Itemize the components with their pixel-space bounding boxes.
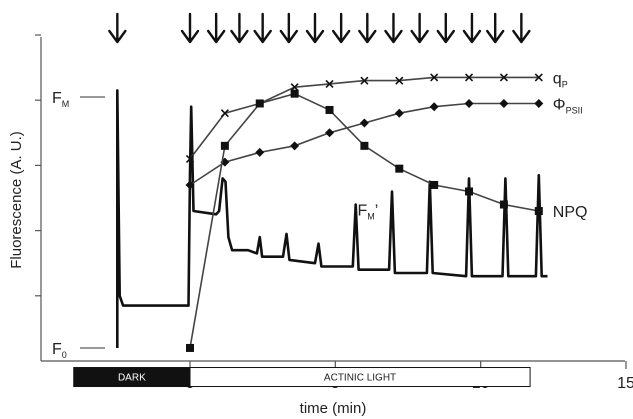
data-point-diamond bbox=[290, 141, 300, 151]
down-arrow-icon bbox=[108, 12, 127, 44]
fm-prime-mark: ’ bbox=[375, 203, 379, 220]
down-arrow-icon bbox=[253, 12, 272, 44]
data-point-square bbox=[395, 164, 404, 173]
series-label-main: q bbox=[553, 70, 562, 87]
down-arrow-icon bbox=[486, 12, 505, 44]
down-arrow-icon bbox=[512, 12, 531, 44]
y-level-label-sub: 0 bbox=[62, 350, 67, 360]
data-point-x bbox=[220, 109, 229, 118]
series-line bbox=[189, 92, 539, 349]
down-arrow-icon bbox=[206, 12, 226, 44]
series-diamond: ΦPSII bbox=[185, 96, 583, 190]
data-point-diamond bbox=[429, 102, 439, 112]
down-arrow-icon bbox=[358, 12, 377, 44]
down-arrow-icon bbox=[410, 12, 429, 44]
axes: 051015 bbox=[35, 34, 633, 392]
fm-prime-sub: M bbox=[367, 212, 375, 222]
data-point-square bbox=[290, 89, 299, 98]
data-point-x bbox=[534, 73, 543, 82]
down-arrow-icon bbox=[305, 12, 325, 44]
down-arrow-icon bbox=[436, 12, 455, 44]
series-label-sub: PSII bbox=[566, 105, 583, 115]
data-point-square bbox=[430, 180, 439, 189]
series-label: ΦPSII bbox=[553, 96, 583, 115]
down-arrow-icon bbox=[462, 12, 482, 44]
down-arrow-icon bbox=[279, 12, 299, 44]
down-arrow-icon bbox=[331, 12, 351, 44]
y-level-label-sub: M bbox=[62, 99, 70, 109]
series-label: qP bbox=[553, 70, 568, 89]
data-point-x bbox=[395, 76, 404, 85]
fm-prime-main: F bbox=[357, 203, 367, 220]
y-axis-title: Fluorescence (A. U.) bbox=[8, 131, 25, 269]
data-point-x bbox=[360, 76, 369, 85]
down-arrow-icon bbox=[180, 12, 200, 44]
data-point-x bbox=[499, 73, 508, 82]
data-point-diamond bbox=[394, 108, 404, 118]
data-point-diamond bbox=[185, 180, 195, 190]
series-label-sub: P bbox=[562, 79, 568, 89]
y-axis-ticks bbox=[35, 34, 41, 297]
data-point-diamond bbox=[359, 118, 369, 128]
data-point-diamond bbox=[255, 147, 265, 157]
series-label-main: Φ bbox=[553, 96, 566, 113]
fm-prime-annotation: FM’ bbox=[357, 203, 378, 222]
series-label: NPQ bbox=[553, 204, 588, 221]
data-point-x bbox=[290, 83, 299, 92]
y-level-label: FM bbox=[52, 90, 69, 109]
data-point-diamond bbox=[534, 98, 544, 108]
dark-bar-label: DARK bbox=[118, 373, 146, 384]
data-point-x bbox=[430, 73, 439, 82]
data-point-diamond bbox=[499, 98, 509, 108]
light-condition-bar: DARK ACTINIC LIGHT bbox=[73, 367, 531, 388]
y-level-label: F0 bbox=[52, 341, 67, 360]
series-square: NPQ bbox=[186, 89, 588, 352]
series-x: qP bbox=[185, 70, 568, 163]
actinic-light-bar-label: ACTINIC LIGHT bbox=[324, 373, 396, 384]
actinic-light-bar bbox=[189, 367, 531, 388]
data-point-square bbox=[360, 141, 369, 150]
y-level-label-main: F bbox=[52, 341, 62, 358]
series-label-main: NPQ bbox=[553, 204, 588, 221]
data-point-diamond bbox=[325, 128, 335, 138]
data-point-square bbox=[534, 207, 543, 216]
data-point-x bbox=[464, 73, 474, 82]
data-point-x bbox=[185, 154, 195, 163]
fluorescence-trace bbox=[116, 89, 548, 348]
data-point-square bbox=[255, 99, 264, 108]
data-point-diamond bbox=[464, 98, 474, 108]
actinic-flash-arrows bbox=[108, 12, 531, 44]
data-point-square bbox=[186, 343, 194, 352]
data-point-square bbox=[499, 200, 508, 209]
down-arrow-icon bbox=[230, 12, 249, 44]
data-point-square bbox=[465, 187, 474, 196]
data-point-square bbox=[220, 141, 229, 150]
x-axis-title: time (min) bbox=[300, 400, 367, 417]
x-tick-label: 15 bbox=[617, 375, 633, 392]
data-point-x bbox=[325, 79, 334, 88]
down-arrow-icon bbox=[384, 12, 403, 44]
y-level-label-main: F bbox=[52, 90, 62, 107]
data-point-square bbox=[325, 105, 334, 114]
